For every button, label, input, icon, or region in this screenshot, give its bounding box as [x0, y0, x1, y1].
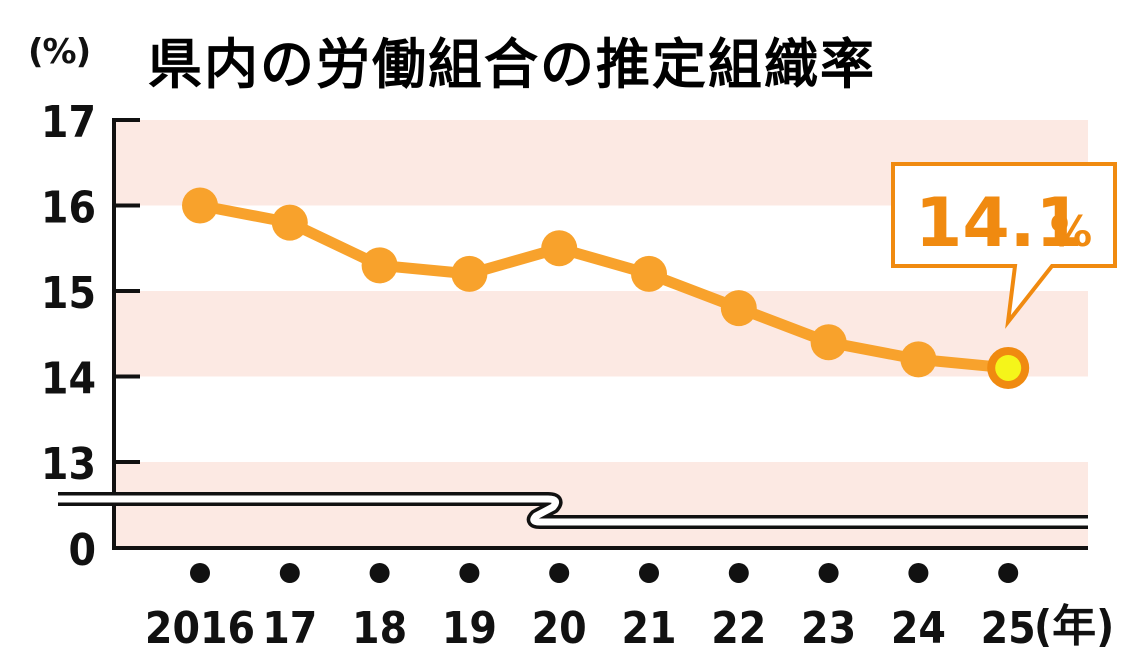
value-callout: 14.1%: [891, 162, 1117, 329]
axes: [112, 118, 1088, 550]
highlight-point: [995, 354, 1022, 381]
x-tick-label: 25: [981, 603, 1036, 654]
data-point: [271, 204, 308, 241]
y-tick-label: 15: [41, 268, 96, 319]
data-point: [810, 324, 847, 361]
series-line: [198, 200, 1009, 374]
x-tick-label: 23: [801, 603, 856, 654]
data-point: [900, 341, 937, 378]
y-unit-label: (%): [28, 32, 91, 72]
x-tick-dot: [998, 563, 1019, 583]
break-gap: [58, 495, 1088, 526]
y-tick-label: 14: [41, 354, 96, 405]
x-tick-label: 24: [891, 603, 946, 654]
x-tick-dot: [728, 563, 749, 583]
y-axis-labels: 17 16 15 14 13 0: [41, 97, 96, 576]
x-axis-labels: 2016 17 18 19 20 21 22 23 24 25(年): [145, 563, 1114, 654]
chart-title: 県内の労働組合の推定組織率: [148, 33, 876, 96]
x-tick-dot: [908, 563, 929, 583]
x-tick-dot: [818, 563, 839, 583]
data-point: [451, 255, 488, 292]
data-point: [182, 187, 218, 224]
x-tick-dot: [459, 563, 480, 583]
x-tick-label: 22: [711, 603, 766, 654]
x-tick-dot: [549, 563, 570, 583]
data-point: [631, 255, 667, 292]
y-tick-label: 17: [41, 97, 96, 148]
callout-value: 14.1: [915, 184, 1083, 263]
x-tick-label: 17: [262, 603, 317, 654]
data-points: [182, 187, 1030, 389]
x-tick-label: 2016: [145, 603, 255, 654]
x-tick-label: 20: [532, 603, 587, 654]
data-point: [720, 290, 757, 327]
callout-unit: %: [1050, 207, 1092, 256]
x-tick-dot: [639, 563, 659, 583]
x-tick-dot: [369, 563, 390, 583]
x-unit-label: (年): [1034, 601, 1114, 652]
data-line: [198, 200, 1009, 374]
x-tick-label: 18: [352, 603, 407, 654]
x-tick-dot: [190, 563, 210, 583]
data-point: [361, 247, 398, 284]
y-tick-label: 0: [68, 525, 96, 576]
axis-break: [58, 492, 1088, 529]
y-tick-label: 16: [41, 183, 96, 234]
data-point: [541, 230, 578, 267]
x-tick-label: 21: [621, 603, 676, 654]
x-tick-dot: [279, 563, 300, 583]
x-tick-label: 19: [442, 603, 497, 654]
y-tick-label: 13: [41, 439, 96, 490]
callout-bubble: [891, 162, 1117, 329]
